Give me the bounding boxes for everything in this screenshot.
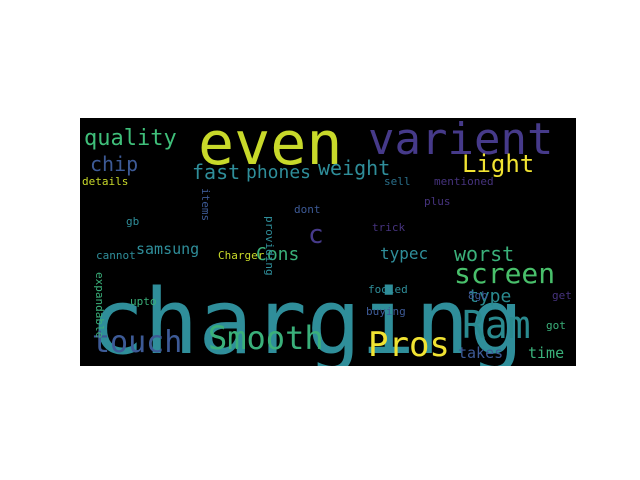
- word: type: [468, 286, 512, 307]
- word: typec: [380, 244, 429, 263]
- word: 8gb: [468, 289, 488, 302]
- word: samsung: [136, 240, 200, 258]
- word: Cons: [256, 244, 300, 265]
- word: worst: [454, 242, 515, 266]
- word: even: [198, 118, 343, 179]
- word: weight: [318, 156, 391, 180]
- word: Charger: [218, 249, 265, 262]
- word: camera: [100, 354, 375, 367]
- word: cannot: [96, 249, 136, 262]
- word: screen: [454, 257, 556, 290]
- word: Pros: [368, 325, 450, 365]
- word: Light: [462, 150, 535, 178]
- word: charging: [90, 270, 524, 367]
- word: plus: [424, 195, 451, 208]
- word: time: [528, 344, 565, 362]
- word-vertical: expandable: [93, 272, 106, 339]
- word: trick: [372, 221, 406, 234]
- word: sell: [384, 175, 411, 188]
- word: get: [552, 289, 572, 302]
- word: Ram: [462, 303, 531, 347]
- word: takes: [458, 344, 504, 362]
- word: mentioned: [434, 175, 494, 188]
- word: buying: [366, 305, 406, 318]
- word: quality: [84, 126, 177, 151]
- word-vertical: items: [199, 188, 212, 222]
- word: fast: [192, 160, 241, 184]
- word-cloud: charging camera even varient Ram Pros Sm…: [80, 118, 576, 366]
- word: gb: [126, 215, 140, 228]
- word: got: [546, 319, 566, 332]
- word: touch: [92, 325, 183, 360]
- word: varient: [368, 118, 554, 165]
- word: upto: [130, 295, 157, 308]
- word: chip: [90, 152, 139, 176]
- word: phones: [246, 162, 312, 183]
- word: fooled: [368, 283, 408, 296]
- word: details: [82, 175, 129, 188]
- word-vertical: providing: [263, 216, 276, 276]
- word: Smooth: [208, 319, 324, 357]
- word: dont: [294, 203, 321, 216]
- word: c: [308, 220, 324, 250]
